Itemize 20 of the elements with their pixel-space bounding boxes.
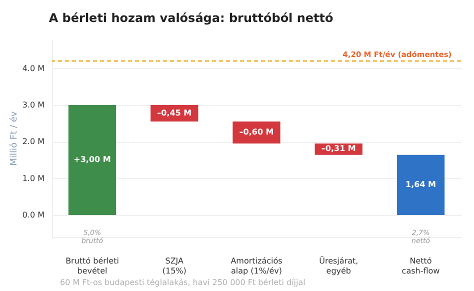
y-tick-label: 0.0 M	[22, 210, 45, 220]
y-tick-label: 1.0 M	[22, 174, 45, 183]
chart-title: A bérleti hozam valósága: bruttóból nettó	[48, 11, 334, 25]
bar	[396, 154, 445, 215]
y-axis-title: Millió Ft / év	[8, 110, 20, 166]
y-tick-label: 3.0 M	[22, 100, 45, 110]
x-tick-label: Üresjárat, egyéb	[319, 256, 358, 276]
y-tick-label: 2.0 M	[22, 137, 45, 146]
bar	[68, 105, 116, 215]
x-tick-label: SZJA (15%)	[162, 256, 186, 276]
y-tick-label: 4.0 M	[22, 64, 45, 73]
x-tick-label: Nettó cash-flow	[402, 256, 440, 276]
data-label: –0,45 M	[157, 108, 192, 118]
data-label: 1,64 M	[406, 180, 436, 189]
data-label: –0,60 M	[239, 128, 274, 136]
x-tick-label: Bruttó bérleti bevétel	[66, 256, 119, 276]
text: 60 M Ft-os budapesti téglalakás, havi 250 000 Ft bérleti díjjal	[59, 277, 306, 289]
data-label: –0,31 M	[321, 144, 356, 154]
data-label: +3,00 M	[74, 155, 111, 164]
x-tick-label: Amortizációs alap (1%/év)	[230, 256, 282, 276]
